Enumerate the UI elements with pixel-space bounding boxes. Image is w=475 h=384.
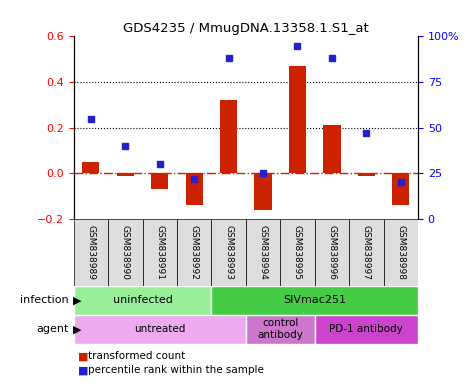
Bar <box>211 219 246 286</box>
Bar <box>82 162 99 173</box>
Bar <box>142 219 177 286</box>
Bar <box>246 219 280 286</box>
Text: agent: agent <box>37 324 69 334</box>
Text: ▶: ▶ <box>73 324 81 334</box>
Bar <box>220 100 237 173</box>
Text: GSM838996: GSM838996 <box>327 225 336 280</box>
Text: GSM838993: GSM838993 <box>224 225 233 280</box>
Text: GSM838997: GSM838997 <box>362 225 371 280</box>
Text: infection: infection <box>20 295 69 306</box>
Bar <box>211 286 418 315</box>
Bar <box>289 66 306 173</box>
Bar <box>384 219 418 286</box>
Text: GSM838990: GSM838990 <box>121 225 130 280</box>
Text: GSM838998: GSM838998 <box>396 225 405 280</box>
Text: GSM838995: GSM838995 <box>293 225 302 280</box>
Text: SIVmac251: SIVmac251 <box>283 295 346 306</box>
Text: transformed count: transformed count <box>88 351 185 361</box>
Title: GDS4235 / MmugDNA.13358.1.S1_at: GDS4235 / MmugDNA.13358.1.S1_at <box>123 22 369 35</box>
Text: GSM838992: GSM838992 <box>190 225 199 280</box>
Bar <box>108 219 142 286</box>
Bar <box>349 219 384 286</box>
Text: GSM838989: GSM838989 <box>86 225 95 280</box>
Text: untreated: untreated <box>134 324 185 334</box>
Bar <box>74 286 211 315</box>
Text: ■: ■ <box>78 365 89 375</box>
Bar <box>255 173 272 210</box>
Bar <box>246 315 314 344</box>
Bar <box>74 219 108 286</box>
Bar <box>74 315 246 344</box>
Text: percentile rank within the sample: percentile rank within the sample <box>88 365 264 375</box>
Bar <box>280 219 314 286</box>
Bar <box>186 173 203 205</box>
Text: PD-1 antibody: PD-1 antibody <box>330 324 403 334</box>
Bar <box>358 173 375 175</box>
Bar <box>323 126 341 173</box>
Bar <box>151 173 168 189</box>
Text: ■: ■ <box>78 351 89 361</box>
Bar <box>177 219 211 286</box>
Bar <box>392 173 409 205</box>
Bar <box>117 173 134 175</box>
Bar <box>314 219 349 286</box>
Text: ▶: ▶ <box>73 295 81 306</box>
Text: control
antibody: control antibody <box>257 318 303 340</box>
Text: uninfected: uninfected <box>113 295 172 306</box>
Text: GSM838994: GSM838994 <box>258 225 267 280</box>
Text: GSM838991: GSM838991 <box>155 225 164 280</box>
Bar <box>314 315 418 344</box>
